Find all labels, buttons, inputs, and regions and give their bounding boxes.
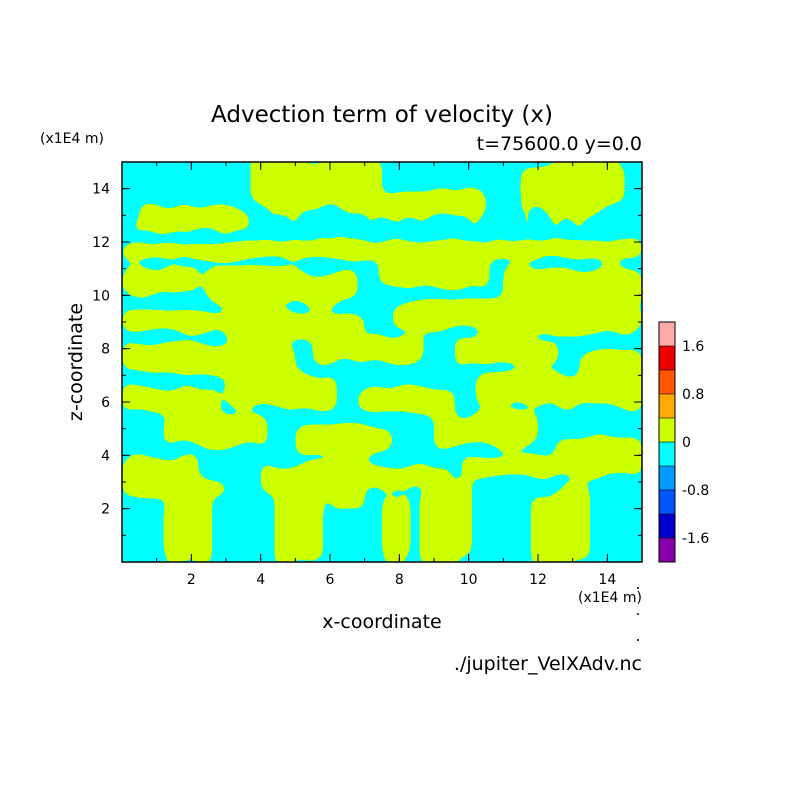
colorbar-segment <box>659 442 675 466</box>
positive-region <box>382 185 486 220</box>
positive-region <box>250 162 382 217</box>
positive-finger <box>336 220 343 234</box>
positive-finger <box>420 216 426 234</box>
x-tick-label: 12 <box>529 572 547 588</box>
positive-region <box>434 408 538 455</box>
positive-regions <box>122 162 642 562</box>
positive-region <box>274 475 324 562</box>
positive-region <box>531 480 590 562</box>
plot-frame <box>121 161 643 563</box>
positive-region <box>226 365 337 412</box>
colorbar-segment <box>659 394 675 418</box>
positive-region <box>555 432 642 467</box>
colorbar-tick-label: 0 <box>682 435 691 451</box>
positive-region <box>122 238 642 262</box>
positive-finger <box>574 217 583 234</box>
dot-mark <box>637 639 639 641</box>
positive-finger <box>394 217 400 234</box>
positive-region <box>382 485 410 562</box>
positive-region <box>163 410 268 451</box>
positive-region <box>122 341 296 378</box>
positive-finger <box>593 222 600 234</box>
positive-region <box>122 264 199 298</box>
colorbar-segment <box>659 322 675 346</box>
positive-finger <box>491 223 501 234</box>
y-tick-label: 8 <box>101 342 110 358</box>
x-tick-label: 4 <box>256 572 265 588</box>
x-axis-label: x-coordinate <box>322 611 441 633</box>
positive-finger <box>244 211 251 234</box>
y-tick-label: 12 <box>92 235 110 251</box>
source-file-label: ./jupiter_VelXAdv.nc <box>454 653 642 675</box>
positive-region <box>226 318 330 342</box>
positive-finger <box>132 222 141 234</box>
positive-finger <box>266 214 273 234</box>
positive-region <box>378 256 490 291</box>
positive-finger <box>155 213 163 234</box>
y-tick-label: 14 <box>92 182 110 198</box>
positive-region <box>357 383 455 417</box>
colorbar-segment <box>659 370 675 394</box>
y-axis-label: z-coordinate <box>65 303 87 421</box>
chart-subtitle: t=75600.0 y=0.0 <box>477 133 642 155</box>
y-axis: 2 4 6 8 10 12 14 <box>92 182 642 536</box>
positive-finger <box>215 215 226 234</box>
dot-mark <box>637 587 639 589</box>
positive-region <box>392 298 642 338</box>
colorbar-tick-label: -1.6 <box>682 531 709 547</box>
x-tick-label: 14 <box>598 572 616 588</box>
positive-region <box>330 477 365 511</box>
x-tick-label: 2 <box>187 572 196 588</box>
positive-region <box>122 452 199 490</box>
positive-region <box>163 479 213 562</box>
x-axis: 2 4 6 8 10 12 14 <box>156 162 616 588</box>
positive-finger <box>316 214 324 234</box>
positive-region <box>295 422 393 459</box>
y-tick-label: 6 <box>101 395 110 411</box>
colorbar: 1.6 0.8 0 -0.8 -1.6 <box>658 321 709 563</box>
positive-region <box>475 368 642 414</box>
positive-finger <box>367 210 375 234</box>
colorbar-tick-label: 0.8 <box>682 387 704 403</box>
y-tick-label: 10 <box>92 288 110 304</box>
x-tick-label: 8 <box>395 572 404 588</box>
positive-region <box>503 262 642 307</box>
positive-region <box>461 450 642 482</box>
positive-region <box>420 467 473 562</box>
y-tick-label: 4 <box>101 448 110 464</box>
positive-region <box>520 162 625 219</box>
positive-region <box>454 332 559 370</box>
positive-finger <box>470 217 479 234</box>
positive-finger <box>635 214 642 234</box>
chart-title: Advection term of velocity (x) <box>211 102 553 128</box>
positive-region <box>579 348 642 382</box>
colorbar-segment <box>659 490 675 514</box>
y-tick-label: 2 <box>101 502 110 518</box>
positive-finger <box>183 221 192 234</box>
positive-region <box>260 458 452 496</box>
colorbar-segment <box>659 466 675 490</box>
colorbar-tick-label: 1.6 <box>682 339 704 355</box>
positive-finger <box>551 212 560 234</box>
positive-region <box>122 382 220 416</box>
x-tick-label: 10 <box>460 572 478 588</box>
colorbar-segment <box>659 538 675 562</box>
dot-mark <box>637 613 639 615</box>
positive-finger <box>613 221 621 234</box>
x-unit-label: (x1E4 m) <box>578 590 642 606</box>
positive-finger <box>450 220 458 234</box>
colorbar-segment <box>659 514 675 538</box>
colorbar-segment <box>659 346 675 370</box>
y-unit-label: (x1E4 m) <box>40 131 104 147</box>
positive-region <box>205 266 358 311</box>
colorbar-segment <box>659 418 675 442</box>
x-tick-label: 6 <box>326 572 335 588</box>
positive-finger <box>291 210 299 234</box>
heatmap-field <box>122 162 642 562</box>
positive-finger <box>523 211 532 234</box>
colorbar-tick-label: -0.8 <box>682 483 709 499</box>
positive-region <box>312 331 424 366</box>
